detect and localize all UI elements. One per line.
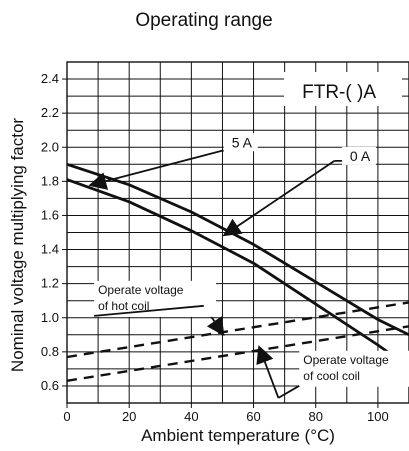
series-line-0 [66, 178, 409, 369]
model-label-background [284, 72, 402, 106]
y-tick-label: 2.2 [41, 105, 59, 120]
annotation-text-line-3-1: of cool coil [303, 369, 360, 383]
annotation-text-line-2-1: of hot coil [98, 299, 149, 313]
annotation-arrow-0 [88, 149, 223, 190]
y-tick-label: 2.0 [41, 139, 59, 154]
annotation-background-0 [223, 133, 258, 152]
x-axis-title: Ambient temperature (°C) [141, 426, 335, 445]
y-tick-label: 1.8 [41, 173, 59, 188]
y-tick-label: 1.4 [41, 242, 59, 257]
tick-layer: 0 20 40 60 80 100 0.6 0.8 1.0 1.2 1.4 1.6 1.8 2.0 2.2 2… [41, 71, 389, 424]
x-tick-label: 0 [63, 409, 70, 424]
model-label: FTR-( )A [302, 82, 376, 103]
annotation-background-1 [341, 146, 376, 165]
series-label-1: 0 A [350, 148, 371, 164]
annotation-leader-2 [94, 304, 204, 317]
annotation-leader-3 [277, 385, 300, 399]
series-label-0: 5 A [232, 134, 253, 150]
chart-title: Operating range [135, 10, 272, 31]
series-layer [66, 162, 409, 382]
annotation-text-line-3-0: Operate voltage [303, 353, 389, 367]
series-line-2 [66, 301, 409, 359]
x-tick-label: 20 [122, 409, 136, 424]
y-tick-label: 1.2 [41, 276, 59, 291]
series-line-3 [66, 325, 409, 382]
annotation-arrow-3 [256, 345, 280, 399]
y-tick-label: 1.0 [41, 310, 59, 325]
y-tick-label: 1.6 [41, 207, 59, 222]
x-tick-label: 40 [184, 409, 198, 424]
y-axis-title: Nominal voltage multiplying factor [8, 118, 27, 373]
annotation-text-line-2-0: Operate voltage [98, 283, 184, 297]
annotation-background-3 [299, 350, 409, 387]
x-tick-label: 100 [367, 409, 389, 424]
annotation-layer: 5 A 0 A Operate voltage of hot coil Operate … [88, 133, 409, 399]
y-tick-label: 0.6 [41, 378, 59, 393]
x-tick-label: 60 [246, 409, 260, 424]
y-tick-label: 2.4 [41, 71, 59, 86]
annotation-arrow-1 [222, 160, 335, 237]
y-tick-label: 0.8 [41, 344, 59, 359]
x-tick-label: 80 [308, 409, 322, 424]
model-label-bg-group [284, 72, 402, 106]
series-line-1 [66, 162, 409, 337]
